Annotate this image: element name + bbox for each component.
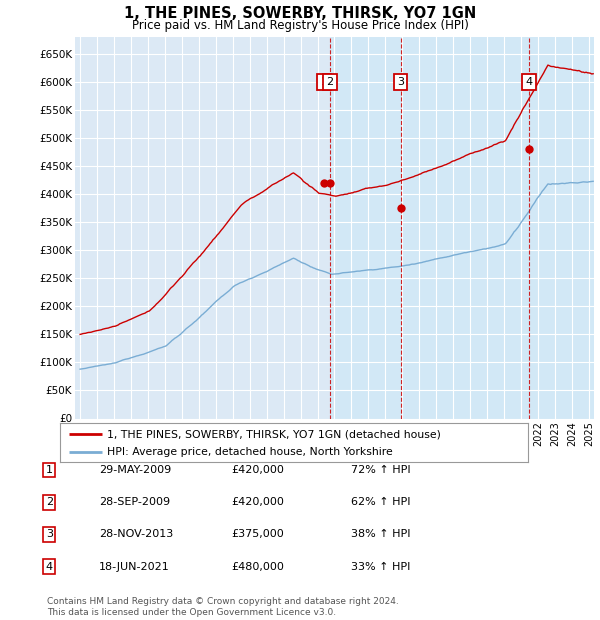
Text: 2: 2 <box>326 77 334 87</box>
Text: 62% ↑ HPI: 62% ↑ HPI <box>351 497 410 507</box>
Text: £420,000: £420,000 <box>231 497 284 507</box>
Text: HPI: Average price, detached house, North Yorkshire: HPI: Average price, detached house, Nort… <box>107 447 392 458</box>
Text: 1: 1 <box>46 465 53 475</box>
Text: 2: 2 <box>46 497 53 507</box>
Text: 18-JUN-2021: 18-JUN-2021 <box>99 562 170 572</box>
Text: 4: 4 <box>46 562 53 572</box>
Bar <box>330 37 594 418</box>
Text: 29-MAY-2009: 29-MAY-2009 <box>99 465 171 475</box>
Text: £420,000: £420,000 <box>231 465 284 475</box>
Text: 28-SEP-2009: 28-SEP-2009 <box>99 497 170 507</box>
Text: Price paid vs. HM Land Registry's House Price Index (HPI): Price paid vs. HM Land Registry's House … <box>131 19 469 32</box>
Text: 72% ↑ HPI: 72% ↑ HPI <box>351 465 410 475</box>
Text: £480,000: £480,000 <box>231 562 284 572</box>
Text: £375,000: £375,000 <box>231 529 284 539</box>
Text: Contains HM Land Registry data © Crown copyright and database right 2024.
This d: Contains HM Land Registry data © Crown c… <box>47 598 398 617</box>
Text: 1, THE PINES, SOWERBY, THIRSK, YO7 1GN (detached house): 1, THE PINES, SOWERBY, THIRSK, YO7 1GN (… <box>107 429 440 439</box>
Text: 3: 3 <box>46 529 53 539</box>
Text: 28-NOV-2013: 28-NOV-2013 <box>99 529 173 539</box>
Text: 3: 3 <box>397 77 404 87</box>
Text: 1, THE PINES, SOWERBY, THIRSK, YO7 1GN: 1, THE PINES, SOWERBY, THIRSK, YO7 1GN <box>124 6 476 21</box>
Text: 4: 4 <box>526 77 532 87</box>
Text: 33% ↑ HPI: 33% ↑ HPI <box>351 562 410 572</box>
Text: 38% ↑ HPI: 38% ↑ HPI <box>351 529 410 539</box>
Text: 1: 1 <box>320 77 328 87</box>
